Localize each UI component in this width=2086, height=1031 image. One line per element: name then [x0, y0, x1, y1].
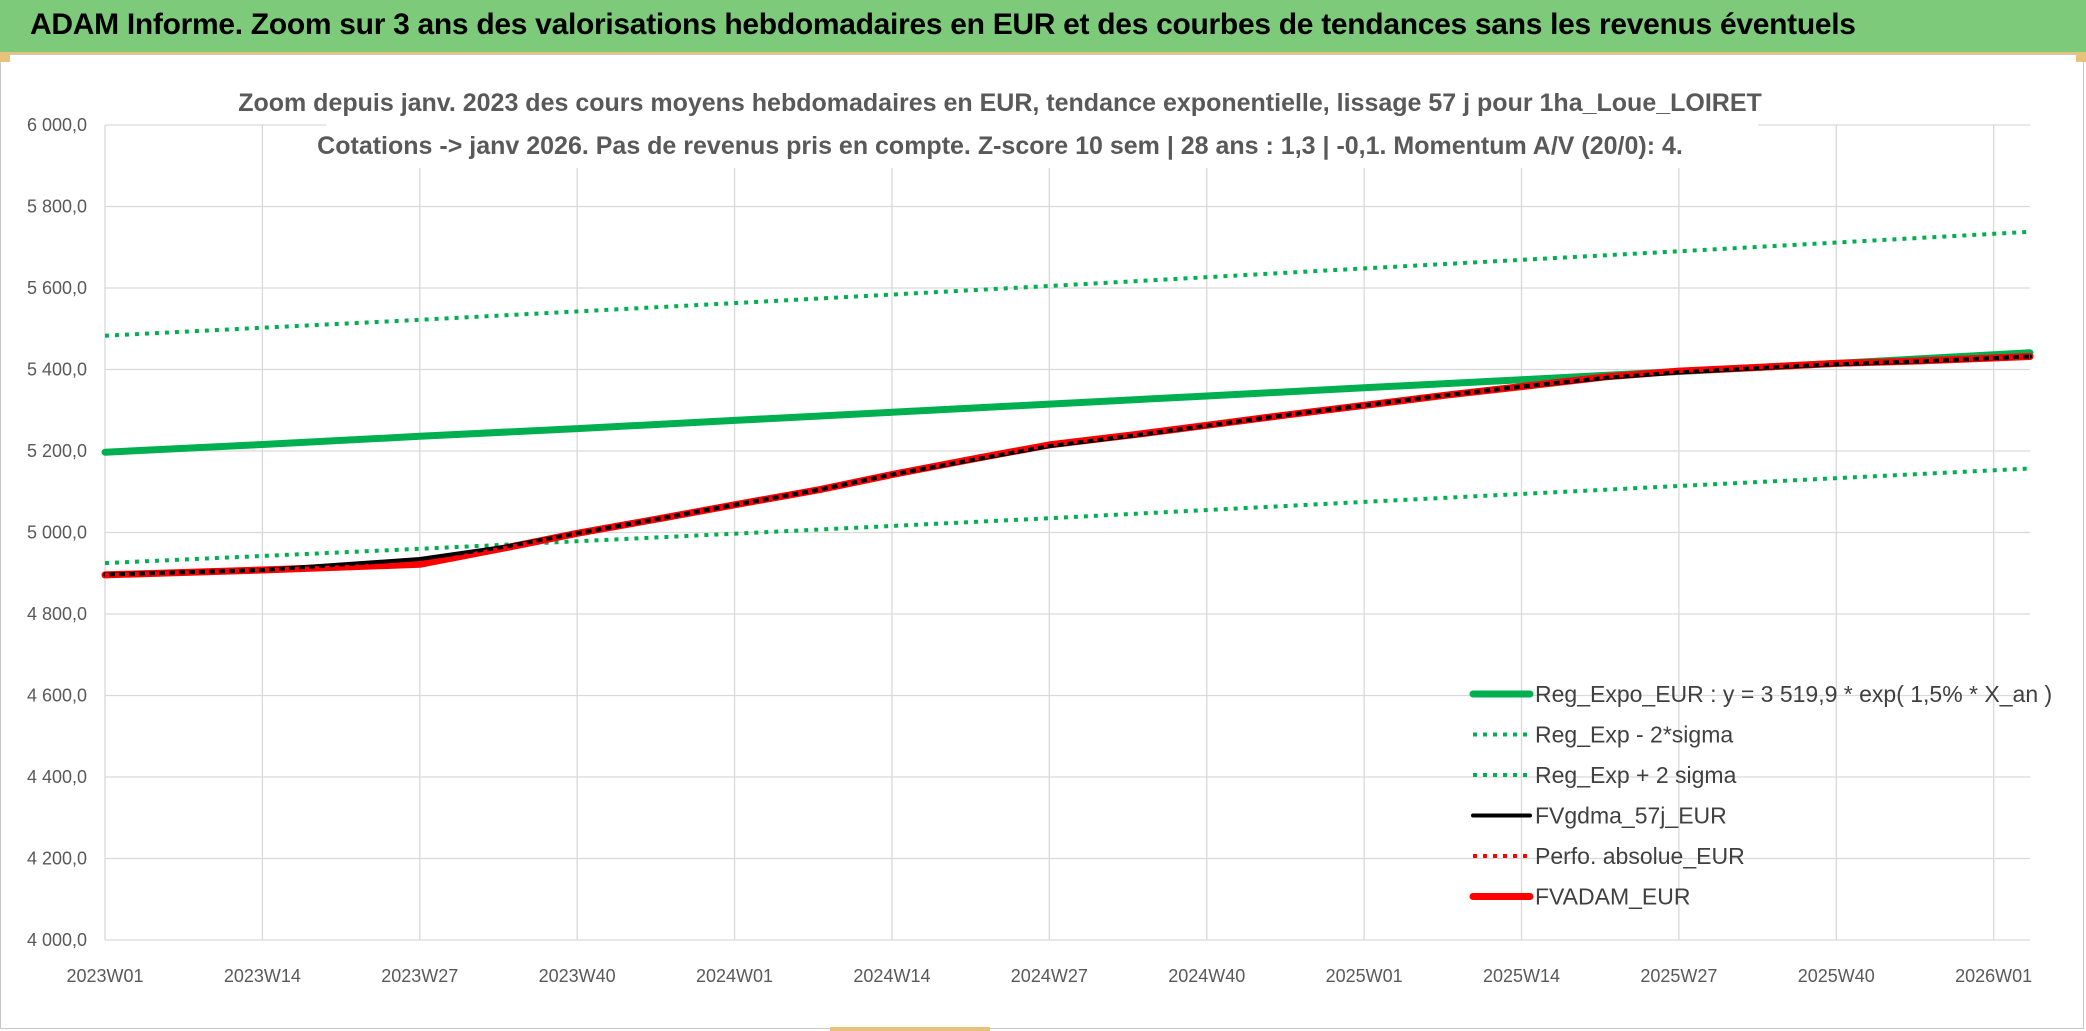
legend-label: FVgdma_57j_EUR [1535, 803, 1727, 829]
x-tick-label: 2025W14 [1483, 966, 1560, 986]
y-tick-label: 4 800,0 [27, 604, 87, 624]
series-line [104, 354, 2031, 577]
grid [104, 124, 2030, 941]
frame-corner-mark [0, 54, 10, 62]
series-line [104, 229, 2031, 338]
y-tick-label: 6 000,0 [27, 115, 87, 135]
y-tick-label: 5 200,0 [27, 441, 87, 461]
x-tick-label: 2025W40 [1798, 966, 1875, 986]
legend-label: Perfo. absolue_EUR [1535, 843, 1745, 869]
chart-frame [0, 54, 2084, 1029]
series-line [101, 353, 2034, 579]
legend: Reg_Expo_EUR : y = 3 519,9 * exp( 1,5% *… [1469, 681, 2052, 910]
frame-bottom-mark [830, 1027, 990, 1031]
series-lines [101, 229, 2034, 579]
page-title: ADAM Informe. Zoom sur 3 ans des valoris… [30, 8, 1856, 41]
title-background [326, 82, 1758, 168]
y-tick-label: 5 400,0 [27, 360, 87, 380]
legend-label: FVADAM_EUR [1535, 884, 1691, 910]
x-tick-label: 2023W14 [224, 966, 301, 986]
chart-title-line2: Cotations -> janv 2026. Pas de revenus p… [317, 132, 1683, 160]
y-tick-label: 5 000,0 [27, 523, 87, 543]
x-tick-label: 2024W14 [853, 966, 930, 986]
x-tick-label: 2023W27 [381, 966, 458, 986]
series-line [103, 354, 2032, 577]
x-tick-label: 2025W27 [1640, 966, 1717, 986]
y-tick-label: 4 200,0 [27, 849, 87, 869]
x-axis-ticks: 2023W01 2023W14 2023W27 2023W40 2024W01 2024W… [66, 966, 2032, 986]
legend-label: Reg_Expo_EUR : y = 3 519,9 * exp( 1,5% *… [1535, 681, 2052, 707]
x-tick-label: 2026W01 [1955, 966, 2032, 986]
chart-title-line1: Zoom depuis janv. 2023 des cours moyens … [238, 89, 1762, 117]
y-tick-label: 4 600,0 [27, 686, 87, 706]
x-tick-label: 2025W01 [1326, 966, 1403, 986]
y-tick-label: 5 800,0 [27, 197, 87, 217]
x-tick-label: 2024W27 [1011, 966, 1088, 986]
y-tick-label: 5 600,0 [27, 278, 87, 298]
y-tick-label: 4 400,0 [27, 767, 87, 787]
x-tick-label: 2023W40 [539, 966, 616, 986]
x-tick-label: 2023W01 [66, 966, 143, 986]
x-tick-label: 2024W40 [1168, 966, 1245, 986]
header-bar: ADAM Informe. Zoom sur 3 ans des valoris… [0, 0, 2086, 54]
x-tick-label: 2024W01 [696, 966, 773, 986]
legend-label: Reg_Exp + 2 sigma [1535, 762, 1737, 788]
frame-corner-mark [2076, 54, 2086, 62]
y-tick-label: 4 000,0 [27, 930, 87, 950]
legend-label: Reg_Exp - 2*sigma [1535, 722, 1733, 748]
series-line [104, 466, 2031, 566]
y-axis-ticks: 4 000,0 4 200,0 4 400,0 4 600,0 4 800,0 5 000… [27, 115, 87, 950]
